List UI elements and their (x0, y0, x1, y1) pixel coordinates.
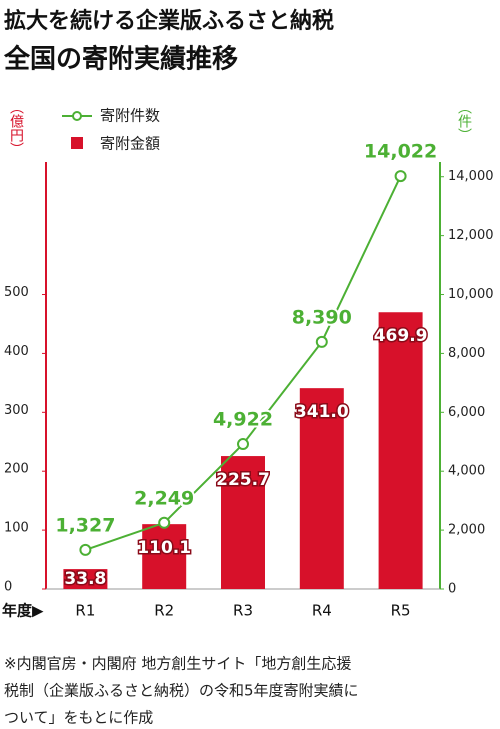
y2-tick-label: 4,000 (448, 464, 485, 479)
bar-value-label: 110.1 (137, 538, 191, 558)
legend-swatch (71, 137, 83, 149)
line-value-label: 1,327 (55, 514, 115, 536)
y2-tick-label: 2,000 (448, 523, 485, 538)
x-axis-label: 年度▶ (2, 602, 44, 620)
line-marker (79, 543, 92, 556)
source-note: ※内閣官房・内閣府 地方創生サイト「地方創生応援 (4, 655, 351, 673)
line-marker (315, 335, 328, 348)
source-note: 税制（企業版ふるさと納税）の令和5年度寄附実績に (4, 682, 359, 700)
chart-title: 拡大を続ける企業版ふるさと納税 (4, 8, 334, 34)
bar-value-label: 33.8 (64, 569, 106, 589)
x-tick-label: R3 (233, 602, 253, 620)
y2-tick-label: 8,000 (448, 346, 485, 361)
y2-tick-label: 12,000 (448, 228, 494, 243)
line-marker (237, 438, 249, 451)
bar-value-label: 341.0 (295, 402, 349, 422)
y2-tick-label: 6,000 (448, 405, 485, 420)
line-value-label: 14,022 (364, 141, 437, 163)
x-tick-label: R1 (75, 602, 95, 620)
y-axis-label: （億円） (8, 100, 24, 156)
bar (142, 524, 187, 589)
y2-tick-label: 0 (448, 582, 456, 597)
y-tick-label: 300 (4, 403, 29, 418)
y2-tick-label: 10,000 (448, 287, 494, 302)
y2-axis-label: （件） (456, 100, 472, 142)
y-tick-label: 200 (4, 462, 29, 477)
legend-marker (72, 111, 82, 121)
bar (299, 388, 344, 589)
line-value-label: 2,249 (134, 487, 194, 509)
bar-value-label: 469.9 (374, 326, 428, 346)
y-tick-label: 500 (4, 285, 29, 300)
y-tick-label: 100 (4, 521, 29, 536)
x-tick-label: R2 (154, 602, 174, 620)
line-value-label: 8,390 (292, 306, 352, 328)
x-tick-label: R5 (391, 602, 411, 620)
x-tick-label: R4 (312, 602, 332, 620)
line-marker (394, 170, 407, 183)
source-note: ついて」をもとに作成 (4, 709, 153, 727)
line-value-label: 4,922 (213, 409, 273, 431)
y-tick-label: 400 (4, 344, 29, 359)
bar (63, 569, 108, 589)
chart-title: 全国の寄附実績推移 (3, 44, 238, 75)
line-marker (158, 516, 171, 529)
bar-value-label: 225.7 (216, 470, 270, 490)
bar (221, 456, 265, 589)
legend-label: 寄附金額 (100, 135, 160, 153)
y-tick-label: 0 (4, 580, 12, 595)
bar (378, 312, 423, 589)
legend-label: 寄附件数 (100, 107, 160, 125)
y2-tick-label: 14,000 (448, 169, 494, 184)
